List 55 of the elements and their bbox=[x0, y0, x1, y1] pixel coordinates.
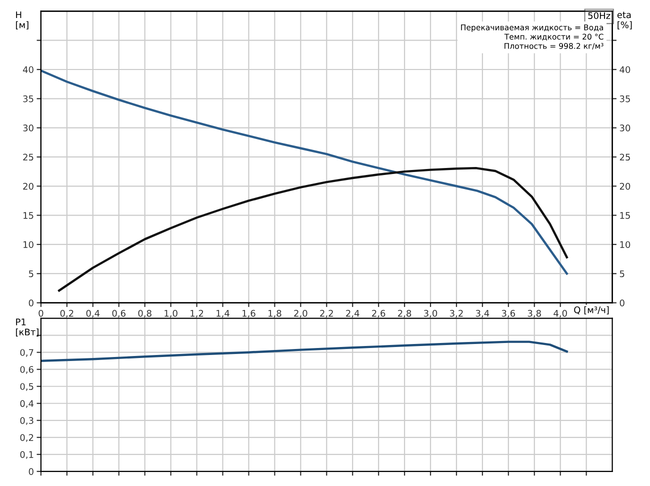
y-tick-label: 0,2 bbox=[20, 434, 34, 442]
y-axis-title: P1 [кВт] bbox=[16, 318, 38, 336]
x-tick-label: 3,8 bbox=[528, 310, 541, 318]
y-tick-label: 40 bbox=[22, 66, 34, 74]
x-tick-label: 1,6 bbox=[242, 310, 256, 318]
y2-axis-title: eta [%] bbox=[617, 12, 632, 30]
line-series bbox=[40, 70, 568, 275]
y-tick-label: 25 bbox=[23, 154, 34, 161]
y2-tick-label: 25 bbox=[620, 154, 630, 161]
y2-tick-label: 10 bbox=[620, 241, 630, 248]
x-tick-label: 2,0 bbox=[294, 310, 308, 318]
y2-tick-label: 15 bbox=[620, 212, 630, 219]
x-tick-label: 1,0 bbox=[164, 310, 178, 318]
x-tick-label: 1,4 bbox=[216, 310, 230, 318]
y2-tick-label: 5 bbox=[620, 270, 624, 278]
x-tick-label: 3,2 bbox=[450, 310, 463, 318]
x-tick-label: 0 bbox=[38, 310, 44, 317]
line-series bbox=[40, 340, 568, 362]
y-tick-label: 20 bbox=[23, 182, 34, 190]
line-series bbox=[58, 166, 568, 292]
y-tick-label: 0,3 bbox=[20, 417, 34, 425]
y-tick-label: 0,1 bbox=[20, 451, 34, 459]
y-axis-title: H [м] bbox=[16, 11, 28, 30]
y-tick-label: 0,6 bbox=[20, 366, 34, 374]
x-tick-label: 2,6 bbox=[372, 310, 386, 318]
x-tick-label: 2,4 bbox=[346, 310, 360, 318]
y-tick-label: 15 bbox=[24, 212, 34, 219]
y-tick-label: 10 bbox=[24, 241, 34, 248]
x-tick-label: 4,0 bbox=[554, 310, 567, 318]
y2-tick-label: 30 bbox=[620, 124, 630, 132]
x-tick-label: 2,2 bbox=[320, 310, 333, 318]
y2-tick-label: 40 bbox=[620, 66, 630, 74]
y-tick-label: 35 bbox=[23, 95, 34, 102]
y2-tick-label: 20 bbox=[620, 182, 630, 190]
y-tick-label: 5 bbox=[28, 270, 34, 278]
y-tick-label: 0,4 bbox=[20, 400, 34, 408]
x-axis-title: Q [м³/ч] bbox=[574, 306, 609, 314]
annotation: 50Hz bbox=[588, 12, 610, 20]
y2-tick-label: 0 bbox=[620, 300, 624, 306]
y-tick-label: 30 bbox=[23, 124, 34, 132]
x-tick-label: 1,2 bbox=[190, 310, 204, 318]
x-tick-label: 1,8 bbox=[268, 310, 282, 318]
y-tick-label: 0,7 bbox=[20, 349, 34, 357]
x-tick-label: 0,2 bbox=[60, 310, 74, 318]
x-tick-label: 2,8 bbox=[398, 310, 412, 318]
y-tick-label: 0,5 bbox=[20, 383, 34, 391]
x-tick-label: 0,4 bbox=[86, 310, 100, 318]
y2-tick-label: 35 bbox=[620, 95, 630, 102]
x-tick-label: 3,6 bbox=[502, 310, 516, 318]
x-tick-label: 3,4 bbox=[476, 310, 490, 318]
x-tick-label: 0,8 bbox=[138, 310, 152, 318]
x-tick-label: 0,6 bbox=[112, 310, 126, 318]
x-tick-label: 3,0 bbox=[424, 310, 438, 318]
y-tick-label: 0 bbox=[28, 468, 34, 475]
y-tick-label: 0 bbox=[28, 300, 34, 306]
